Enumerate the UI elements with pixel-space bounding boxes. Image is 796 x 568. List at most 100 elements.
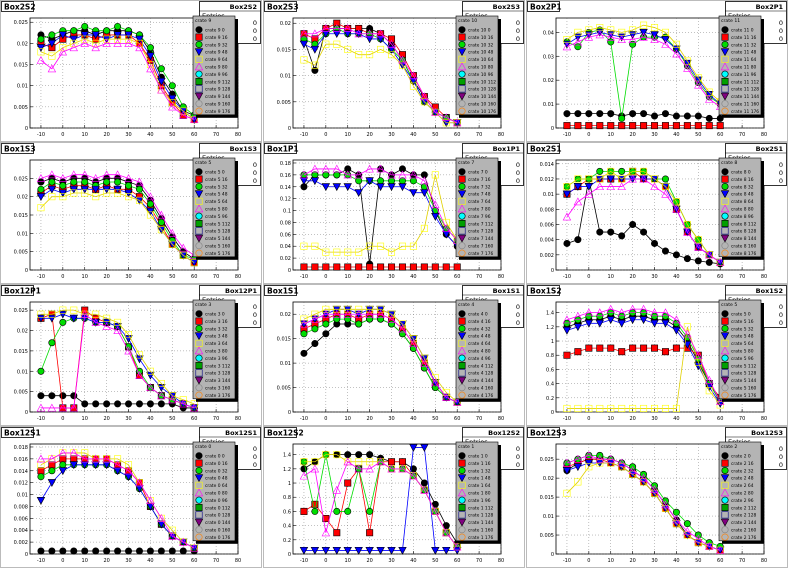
legend-marker (195, 85, 203, 93)
legend-entry: crate 8 96 (731, 214, 754, 220)
data-point (617, 182, 626, 191)
data-point (651, 239, 659, 247)
legend-marker (195, 459, 203, 467)
data-point (299, 170, 309, 179)
y-tick-label: 0.4 (283, 524, 291, 530)
data-point (91, 43, 100, 52)
x-tick-label: -10 (563, 558, 571, 564)
legend-entry: crate 3 176 (205, 393, 231, 399)
data-point (47, 64, 57, 73)
x-tick-label: 60 (191, 558, 197, 564)
legend-marker (195, 26, 203, 34)
legend-entry: crate 0 128 (205, 513, 231, 519)
data-point (650, 485, 659, 494)
data-point (387, 170, 396, 179)
x-tick-label: 70 (739, 132, 745, 138)
x-tick-label: 50 (169, 274, 175, 280)
data-point (442, 546, 451, 555)
data-point (683, 122, 691, 130)
data-point (80, 170, 89, 179)
data-point (48, 547, 56, 555)
entries-value: 0 (516, 19, 520, 27)
data-point (321, 183, 331, 192)
data-point (694, 242, 703, 251)
data-point (69, 461, 78, 470)
data-point (70, 455, 78, 463)
x-tick-label: 50 (169, 558, 175, 564)
y-tick-label: 0.006 (540, 222, 554, 228)
data-point (596, 175, 604, 183)
legend-entry: crate 5 64 (731, 341, 754, 347)
data-point (683, 520, 691, 528)
data-point (573, 183, 583, 191)
legend-marker (721, 78, 729, 86)
legend-entry: crate 10 128 (468, 87, 496, 93)
legend-marker (458, 78, 466, 86)
series-2 (37, 178, 198, 263)
data-point (343, 24, 352, 32)
x-tick-label: 20 (629, 132, 635, 138)
legend-entry: crate 0 64 (205, 483, 228, 489)
data-point (584, 308, 594, 317)
legend-entry: crate 2 112 (731, 505, 757, 511)
x-tick-label: 20 (103, 558, 109, 564)
entries-value: 0 (779, 319, 783, 327)
series-line (303, 28, 458, 124)
entries-value: 0 (516, 453, 520, 461)
data-point (310, 177, 320, 186)
data-point (300, 349, 308, 357)
data-point (453, 118, 462, 127)
data-point (573, 323, 583, 332)
legend-marker (458, 452, 466, 460)
legend-entry: crate 9 112 (205, 79, 231, 85)
data-point (355, 263, 363, 271)
data-point (639, 316, 648, 325)
legend-marker (457, 234, 467, 243)
title-box (264, 1, 297, 12)
y-tick-label: 0 (288, 126, 291, 132)
chart-Box1S1: Box1S1 -10 0 10 20 30 40 50 60 70 80 0 0.005 0.01 0.01… (263, 284, 525, 426)
data-point (168, 102, 177, 111)
data-point (366, 263, 374, 271)
data-point (125, 547, 133, 555)
data-point (584, 183, 594, 191)
data-point (113, 170, 122, 179)
data-point (596, 404, 604, 412)
x-tick-label: 70 (739, 416, 745, 422)
legend-marker (195, 220, 203, 228)
data-point (69, 170, 78, 179)
data-point (376, 457, 385, 466)
chart-Box12S3: Box12S3 -10 0 10 20 30 40 50 60 70 80 0 0.005 0.01 0.0… (526, 426, 788, 568)
data-point (113, 467, 122, 476)
legend-entry: crate 4 64 (468, 341, 491, 347)
data-point (628, 35, 637, 44)
series-line (303, 313, 458, 403)
y-tick-label: 0.4 (546, 382, 554, 388)
legend-entry: crate 3 112 (205, 363, 231, 369)
data-point (300, 242, 308, 250)
data-point (650, 35, 659, 44)
y-tick-label: 0.6 (546, 367, 554, 373)
x-tick-label: -10 (300, 558, 308, 564)
data-point (650, 31, 659, 40)
data-point (179, 399, 188, 408)
legend-marker (195, 212, 203, 220)
x-tick-label: 60 (454, 558, 460, 564)
title-box (527, 285, 560, 296)
legend-header: crate 5 (195, 160, 211, 166)
y-tick-label: 0.04 (280, 244, 291, 250)
legend-marker (458, 212, 466, 220)
legend-marker (457, 474, 467, 483)
data-point (125, 461, 133, 469)
legend-entry: crate 0 112 (205, 505, 231, 511)
data-point (562, 190, 572, 199)
legend-entry: crate 9 32 (205, 42, 228, 48)
plot-title: Box2S3 (267, 3, 299, 12)
data-point (420, 183, 428, 191)
data-point (388, 458, 396, 466)
x-tick-label: 0 (324, 274, 327, 280)
legend-marker (195, 168, 203, 176)
data-point (584, 189, 594, 198)
entries-value: 0 (253, 445, 257, 453)
y-tick-label: 0.01 (543, 102, 554, 108)
